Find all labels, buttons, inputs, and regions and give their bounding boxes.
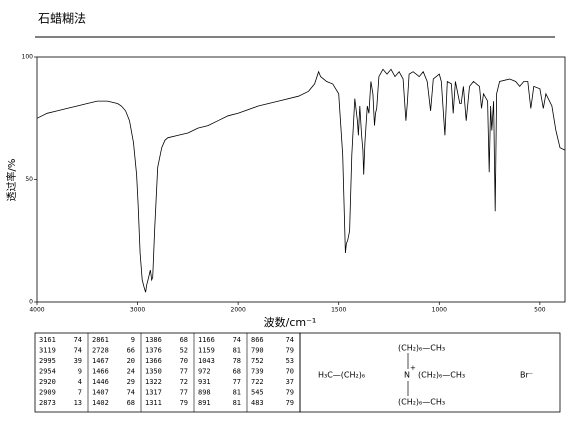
peak-transmittance: 7 <box>78 389 82 397</box>
peak-wavenumber: 2861 <box>92 336 109 344</box>
peak-transmittance: 4 <box>78 378 82 386</box>
peak-wavenumber: 2728 <box>92 347 109 355</box>
peak-wavenumber: 1317 <box>145 389 162 397</box>
peak-transmittance: 74 <box>74 347 82 355</box>
y-tick-label: 100 <box>22 54 34 61</box>
peak-wavenumber: 739 <box>251 368 264 376</box>
peak-transmittance: 39 <box>74 357 82 365</box>
peak-transmittance: 52 <box>180 347 188 355</box>
peak-transmittance: 37 <box>286 378 294 386</box>
peak-transmittance: 81 <box>233 399 241 407</box>
structure-bottom: (CH₂)₆—CH₃ <box>398 398 445 407</box>
peak-transmittance: 74 <box>233 336 241 344</box>
peak-transmittance: 77 <box>180 389 188 397</box>
peak-wavenumber: 1386 <box>145 336 162 344</box>
x-tick-label: 1000 <box>432 307 447 314</box>
y-tick-label: 50 <box>25 176 33 183</box>
peak-transmittance: 74 <box>127 389 135 397</box>
x-tick-label: 2000 <box>231 307 246 314</box>
peak-wavenumber: 2909 <box>39 389 56 397</box>
structure-left: H₃C—(CH₂)₆ <box>318 371 365 380</box>
peak-transmittance: 72 <box>180 378 188 386</box>
peak-transmittance: 9 <box>78 368 82 376</box>
peak-transmittance: 79 <box>180 399 188 407</box>
peak-wavenumber: 1159 <box>198 347 215 355</box>
peak-wavenumber: 866 <box>251 336 264 344</box>
peak-transmittance: 74 <box>74 336 82 344</box>
peak-wavenumber: 3161 <box>39 336 56 344</box>
peak-transmittance: 9 <box>131 336 135 344</box>
x-tick-label: 1500 <box>331 307 346 314</box>
x-tick-label: 500 <box>534 307 546 314</box>
peak-wavenumber: 1322 <box>145 378 162 386</box>
peak-wavenumber: 1376 <box>145 347 162 355</box>
y-axis-label: 透过率/% <box>5 159 18 202</box>
peak-wavenumber: 483 <box>251 399 264 407</box>
peak-transmittance: 79 <box>286 347 294 355</box>
peak-wavenumber: 972 <box>198 368 211 376</box>
structure: (CH₂)₆—CH₃ H₃C—(CH₂)₆ N + (CH₂)₆—CH₃ (CH… <box>318 344 533 407</box>
peak-wavenumber: 1311 <box>145 399 162 407</box>
peak-transmittance: 70 <box>180 357 188 365</box>
x-tick-label: 3000 <box>130 307 145 314</box>
plot-frame <box>36 56 566 303</box>
peak-wavenumber: 891 <box>198 399 211 407</box>
peak-transmittance: 68 <box>233 368 241 376</box>
structure-top: (CH₂)₆—CH₃ <box>398 344 445 353</box>
peak-wavenumber: 1350 <box>145 368 162 376</box>
peak-wavenumber: 1466 <box>92 368 109 376</box>
page-title: 石蜡糊法 <box>38 11 86 26</box>
peak-transmittance: 74 <box>286 336 294 344</box>
peak-wavenumber: 1402 <box>92 399 109 407</box>
peak-wavenumber: 1166 <box>198 336 215 344</box>
peak-wavenumber: 1043 <box>198 357 215 365</box>
peak-transmittance: 68 <box>180 336 188 344</box>
peak-wavenumber: 545 <box>251 389 264 397</box>
peak-wavenumber: 1467 <box>92 357 109 365</box>
x-tick-label: 4000 <box>29 307 44 314</box>
peak-wavenumber: 898 <box>198 389 211 397</box>
peak-wavenumber: 2954 <box>39 368 56 376</box>
y-tick-label: 0 <box>29 299 33 306</box>
peak-wavenumber: 722 <box>251 378 264 386</box>
peak-transmittance: 78 <box>233 357 241 365</box>
peak-wavenumber: 1446 <box>92 378 109 386</box>
peak-transmittance: 29 <box>127 378 135 386</box>
peak-transmittance: 81 <box>233 347 241 355</box>
spectrum-line <box>36 68 566 293</box>
structure-charge: + <box>410 364 416 372</box>
peak-wavenumber: 2995 <box>39 357 56 365</box>
structure-center: N <box>404 371 410 380</box>
structure-box <box>299 332 561 413</box>
peak-wavenumber: 752 <box>251 357 264 365</box>
peak-transmittance: 77 <box>233 378 241 386</box>
peak-transmittance: 24 <box>127 368 135 376</box>
structure-right: (CH₂)₆—CH₃ <box>418 371 465 380</box>
peak-wavenumber: 1407 <box>92 389 109 397</box>
x-axis-label: 波数/cm⁻¹ <box>264 316 317 329</box>
peak-wavenumber: 1366 <box>145 357 162 365</box>
structure-anion: Br⁻ <box>520 371 533 380</box>
peak-transmittance: 77 <box>180 368 188 376</box>
peak-wavenumber: 2920 <box>39 378 56 386</box>
peak-transmittance: 79 <box>286 389 294 397</box>
peak-transmittance: 79 <box>286 399 294 407</box>
peak-wavenumber: 931 <box>198 378 211 386</box>
peak-transmittance: 66 <box>127 347 135 355</box>
peak-wavenumber: 790 <box>251 347 264 355</box>
peak-transmittance: 13 <box>74 399 82 407</box>
peak-transmittance: 53 <box>286 357 294 365</box>
peak-wavenumber: 2873 <box>39 399 56 407</box>
peak-wavenumber: 3119 <box>39 347 56 355</box>
peak-transmittance: 20 <box>127 357 135 365</box>
peak-transmittance: 68 <box>127 399 135 407</box>
peak-transmittance: 70 <box>286 368 294 376</box>
peak-transmittance: 81 <box>233 389 241 397</box>
